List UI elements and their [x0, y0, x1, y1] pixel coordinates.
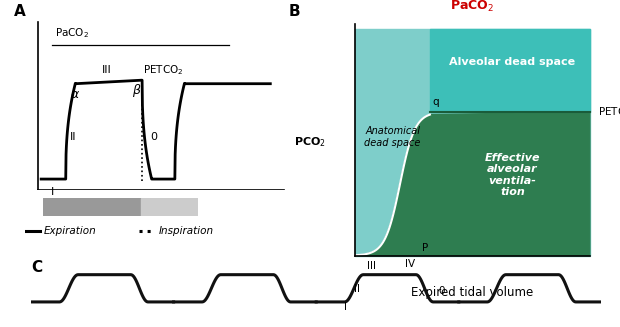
Text: PCO$_2$: PCO$_2$ — [294, 135, 326, 149]
Text: III: III — [367, 261, 376, 271]
Text: Expired tidal volume: Expired tidal volume — [412, 286, 534, 299]
Text: $\alpha$: $\alpha$ — [70, 88, 81, 101]
Text: II: II — [70, 132, 76, 142]
Text: PETCO$_2$: PETCO$_2$ — [143, 63, 184, 77]
Text: PETCO$_2$: PETCO$_2$ — [598, 105, 620, 119]
Polygon shape — [355, 112, 590, 256]
Text: Expiration: Expiration — [44, 226, 97, 235]
Polygon shape — [430, 29, 590, 112]
Text: Inspiration: Inspiration — [159, 226, 214, 235]
Text: P: P — [422, 243, 428, 253]
Text: 0: 0 — [150, 132, 157, 142]
Text: B: B — [289, 4, 300, 19]
Text: A: A — [14, 4, 25, 19]
Bar — [43, 198, 141, 216]
Text: 0: 0 — [438, 286, 445, 296]
Text: Alveolar dead space: Alveolar dead space — [450, 57, 575, 67]
Text: III: III — [102, 65, 112, 75]
Bar — [141, 198, 198, 216]
Text: $\beta$: $\beta$ — [132, 82, 141, 99]
Text: PaCO$_2$: PaCO$_2$ — [55, 26, 89, 40]
Text: IV: IV — [405, 259, 415, 268]
Text: q: q — [433, 97, 439, 107]
Text: I: I — [50, 187, 54, 197]
Text: C: C — [31, 260, 42, 275]
Text: II: II — [354, 284, 360, 294]
Text: I: I — [344, 301, 347, 312]
Text: Effective
alveolar
ventila-
tion: Effective alveolar ventila- tion — [485, 153, 540, 198]
Text: Anatomical
dead space: Anatomical dead space — [365, 127, 421, 148]
Polygon shape — [355, 29, 590, 256]
Text: PaCO$_2$: PaCO$_2$ — [451, 0, 495, 14]
